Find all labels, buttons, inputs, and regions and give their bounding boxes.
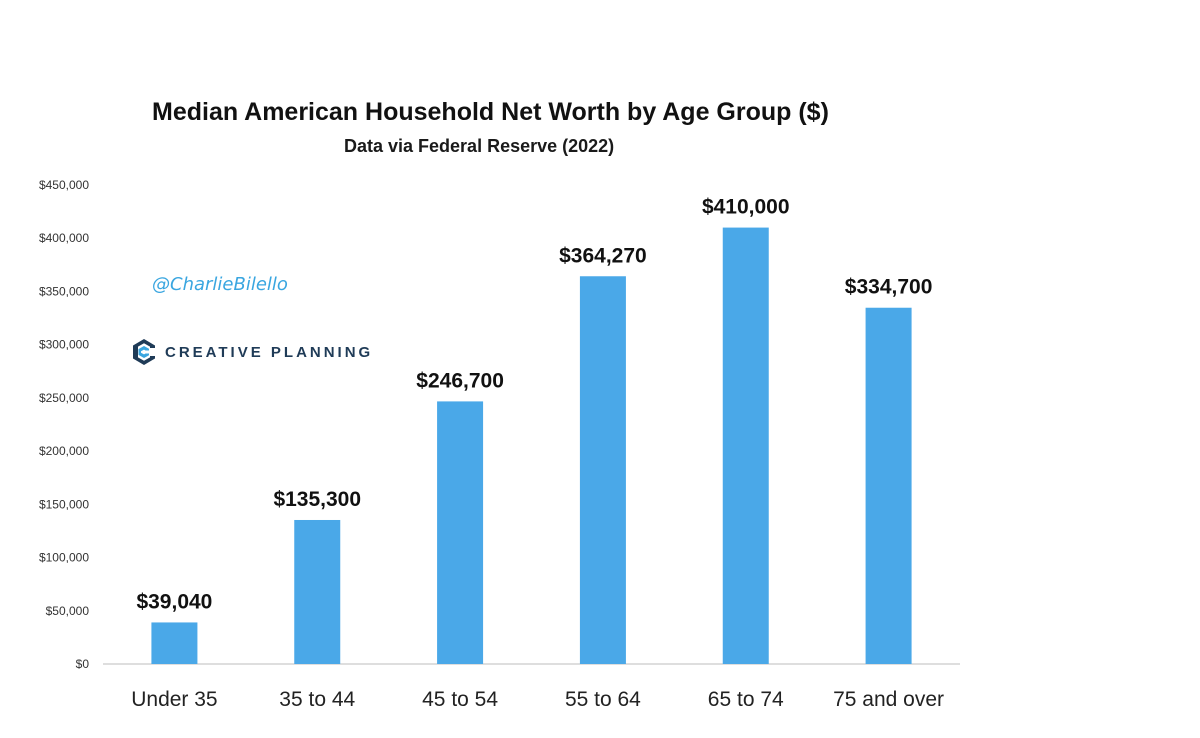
x-tick-label: 35 to 44 [279,688,355,711]
data-label: $410,000 [702,196,790,219]
y-tick-label: $350,000 [39,284,89,298]
data-label: $364,270 [559,244,647,267]
x-tick-label: 45 to 54 [422,688,498,711]
bar [579,276,626,664]
watermark-handle: @CharlieBilello [152,274,288,295]
chart-title: Median American Household Net Worth by A… [152,98,829,126]
chart-subtitle: Data via Federal Reserve (2022) [344,136,615,156]
bar [294,519,341,664]
x-tick-label: Under 35 [131,688,217,711]
y-tick-label: $300,000 [39,338,89,352]
y-tick-label: $250,000 [39,391,89,405]
x-axis: Under 35 35 to 44 45 to 54 55 to 64 65 to 74… [131,688,944,711]
y-tick-label: $50,000 [46,604,90,618]
bar [722,227,769,665]
creative-planning-logo-icon [133,339,155,365]
x-tick-label: 65 to 74 [708,688,784,711]
y-tick-label: $450,000 [39,178,89,192]
bar [865,307,912,664]
bar [151,622,198,664]
y-tick-label: $200,000 [39,444,89,458]
data-label: $135,300 [273,488,361,511]
bar [437,401,484,664]
y-axis: $0 $50,000 $100,000 $150,000 $200,000 $250,00… [39,178,89,671]
data-label: $246,700 [416,369,504,392]
brand-name: CREATIVE PLANNING [165,343,374,361]
y-tick-label: $0 [76,657,90,671]
y-tick-label: $400,000 [39,231,89,245]
y-tick-label: $100,000 [39,551,89,565]
data-label: $334,700 [845,276,933,299]
x-tick-label: 75 and over [833,688,944,711]
y-tick-label: $150,000 [39,497,89,511]
x-tick-label: 55 to 64 [565,688,641,711]
data-labels: $39,040 $135,300 $246,700 $364,270 $410,000 $… [136,196,932,614]
bars [151,227,912,665]
brand-logo: CREATIVE PLANNING [131,338,373,366]
data-label: $39,040 [136,590,212,613]
